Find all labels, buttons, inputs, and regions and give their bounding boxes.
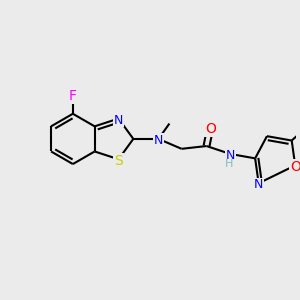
Text: N: N — [154, 134, 163, 147]
Text: S: S — [114, 154, 123, 168]
Text: N: N — [114, 114, 123, 127]
Text: F: F — [69, 89, 77, 103]
Text: O: O — [205, 122, 216, 136]
Text: O: O — [290, 160, 300, 174]
Text: N: N — [226, 149, 235, 162]
Text: N: N — [254, 178, 263, 191]
Text: H: H — [225, 159, 233, 170]
